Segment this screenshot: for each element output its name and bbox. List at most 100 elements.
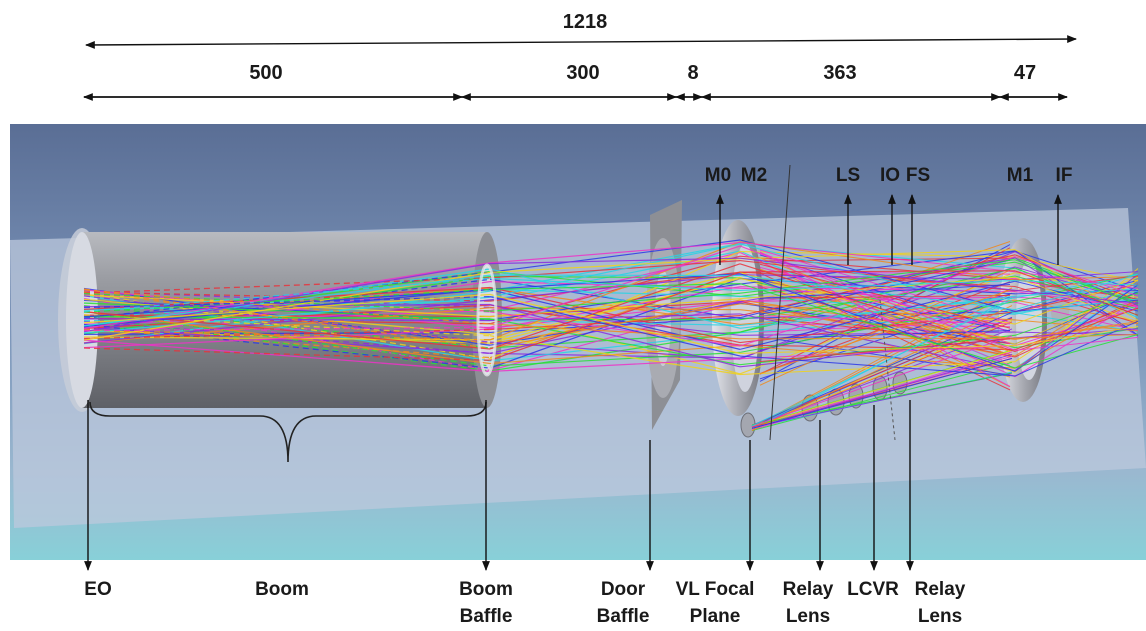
ray-segment <box>1014 275 1139 292</box>
ray-segment <box>83 293 491 324</box>
ray-segment <box>759 251 1011 387</box>
ray-segment <box>489 313 741 322</box>
ray-segment <box>739 241 1016 281</box>
ray-segment <box>759 317 1011 345</box>
ray-segment <box>1014 299 1139 378</box>
ray-segment <box>489 277 741 292</box>
ray-segment <box>739 245 1016 351</box>
ray-segment <box>83 318 491 322</box>
ray-segment <box>751 353 1013 429</box>
ray-segment <box>489 332 741 362</box>
ray-segment <box>759 283 1011 299</box>
ray-segment <box>489 268 741 329</box>
label-io: IO <box>880 165 900 186</box>
ray-segment <box>489 335 741 376</box>
ray-segment <box>1014 320 1139 377</box>
ray-segment <box>489 289 741 350</box>
label-boom: Boom <box>255 579 309 600</box>
ray-segment <box>1014 276 1139 325</box>
ray-segment <box>83 262 491 333</box>
label-door-baffle-line2: Baffle <box>597 606 650 627</box>
ray-segment <box>1014 289 1139 304</box>
label-boom-baffle-line2: Baffle <box>460 606 513 627</box>
ray-segment <box>759 315 1011 325</box>
ray-segment <box>1014 280 1139 286</box>
ray-segment <box>1014 334 1139 369</box>
ray-segment <box>739 280 1016 291</box>
ray-segment <box>1014 273 1139 371</box>
ray-segment <box>751 299 1013 427</box>
ray-segment <box>739 243 1016 314</box>
ray-segment <box>1014 283 1139 313</box>
boom-baffle-ring-edge <box>476 263 498 377</box>
ray-segment <box>1014 307 1139 352</box>
label-m2: M2 <box>741 165 767 186</box>
ray-segment <box>739 313 1016 372</box>
ray-segment <box>739 283 1016 369</box>
dimension-label-total: 1218 <box>563 11 608 33</box>
dimension-line-total <box>85 35 1077 49</box>
ray-segment <box>751 350 1013 427</box>
ray-segment <box>739 251 1016 360</box>
ray-segment <box>83 328 491 340</box>
ray-segment <box>739 274 1016 281</box>
ray-segment <box>489 251 741 360</box>
ray-segment <box>83 289 491 325</box>
ray-segment <box>759 289 1011 375</box>
label-m1: M1 <box>1007 165 1034 186</box>
ray-segment <box>489 303 741 368</box>
dimension-label-300: 300 <box>566 62 599 84</box>
ray-segment <box>83 299 491 344</box>
ray-segment <box>1014 259 1139 305</box>
ray-segment <box>489 263 741 350</box>
ray-segment <box>751 357 1013 429</box>
label-fs: FS <box>906 165 930 186</box>
ray-segment <box>1014 307 1139 347</box>
ray-segment <box>489 288 741 297</box>
ray-segment <box>489 241 741 264</box>
ray-segment <box>489 311 741 347</box>
ray-segment <box>489 241 741 341</box>
ray-segment <box>1014 271 1139 290</box>
ray-segment <box>489 323 741 340</box>
ray-segment <box>489 331 741 372</box>
ray-segment <box>83 296 491 334</box>
top-pointer-arrows <box>716 194 1062 265</box>
ray-segment <box>739 273 1016 372</box>
ray-segment <box>83 288 491 350</box>
ray-segment <box>739 241 1016 273</box>
ray-segment <box>739 344 1016 354</box>
ray-segment <box>489 273 741 290</box>
ray-segment <box>83 297 491 372</box>
ray-segment <box>739 249 1016 260</box>
ray-segment <box>83 293 491 313</box>
ray-segment <box>759 257 1011 352</box>
ray-segment <box>1014 292 1139 336</box>
ray-segment <box>489 344 741 365</box>
ray-segment <box>83 316 491 372</box>
ray-segment <box>83 291 491 302</box>
ray-segment <box>1014 249 1139 321</box>
dimension-label-47: 47 <box>1014 62 1036 84</box>
ray-segment <box>739 337 1016 340</box>
ray-segment <box>751 305 1013 432</box>
ray-segment <box>739 296 1016 303</box>
ray-segment <box>739 309 1016 340</box>
label-relay-lens-1-line2: Lens <box>786 606 830 627</box>
label-relay-lens-1-line1: Relay <box>783 579 834 600</box>
m2-fold-line <box>769 164 791 441</box>
ray-segment <box>83 323 491 369</box>
ray-segment <box>489 271 741 361</box>
ray-segment <box>83 277 491 294</box>
ray-segment <box>739 361 1016 376</box>
ray-segment <box>83 326 491 354</box>
ray-segment <box>759 249 1011 323</box>
ray-segment <box>489 296 741 357</box>
bottom-pointer-arrows <box>84 400 914 571</box>
ray-segment <box>83 328 491 349</box>
label-relay-lens-2-line2: Lens <box>918 606 962 627</box>
ray-trace-group <box>83 239 1139 432</box>
ray-segment <box>489 258 741 273</box>
ray-segment <box>83 326 491 332</box>
